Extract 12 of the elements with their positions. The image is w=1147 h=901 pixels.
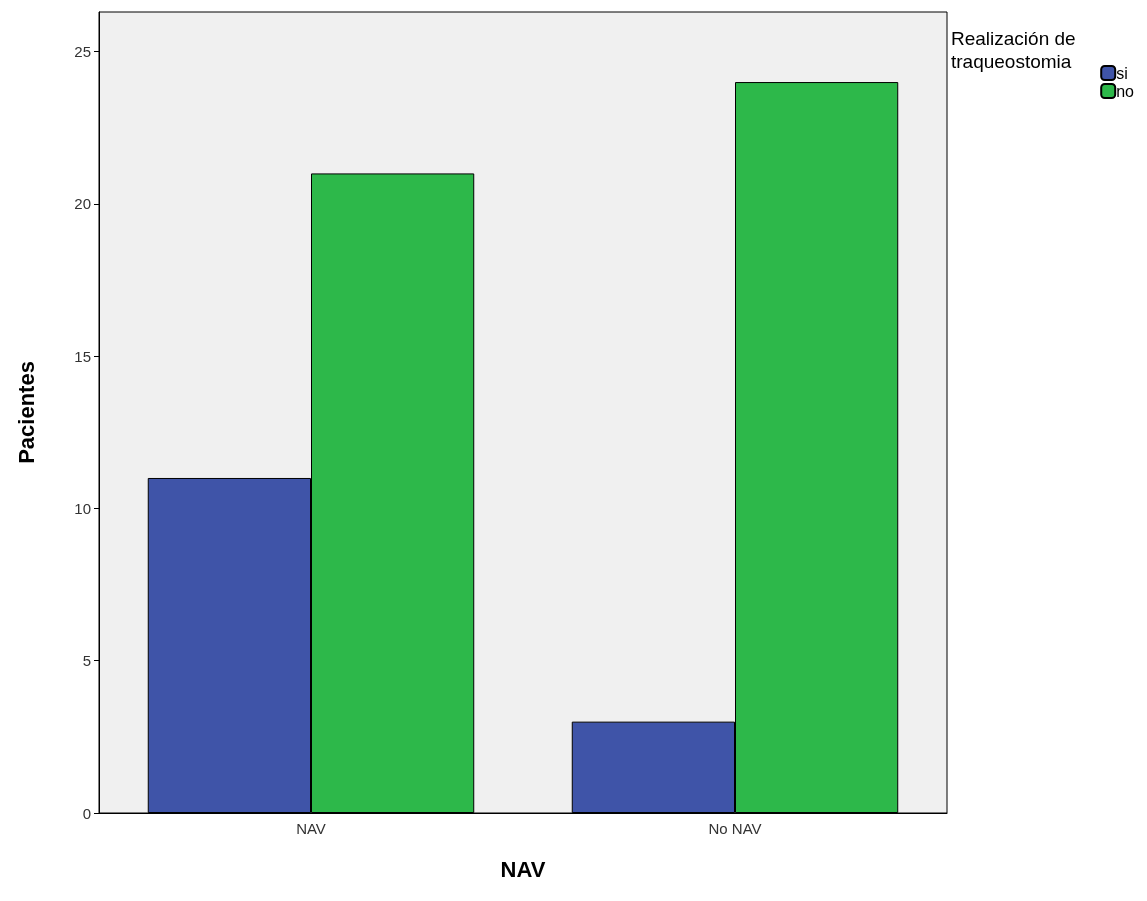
y-tick-label: 5 [82, 652, 91, 670]
y-tick-label: 15 [74, 347, 91, 365]
y-tick-label: 10 [74, 499, 91, 517]
legend-label: si [1116, 64, 1128, 82]
legend-title: Realización de traqueostomia [951, 28, 1081, 72]
x-axis-title: NAV [500, 856, 546, 882]
y-tick-label: 20 [74, 195, 91, 213]
x-tick-label: No NAV [708, 820, 762, 837]
y-tick-label: 0 [82, 804, 91, 822]
y-axis-title: Pacientes [13, 361, 39, 464]
legend-label: no [1116, 82, 1135, 100]
y-tick-label: 25 [74, 43, 91, 61]
